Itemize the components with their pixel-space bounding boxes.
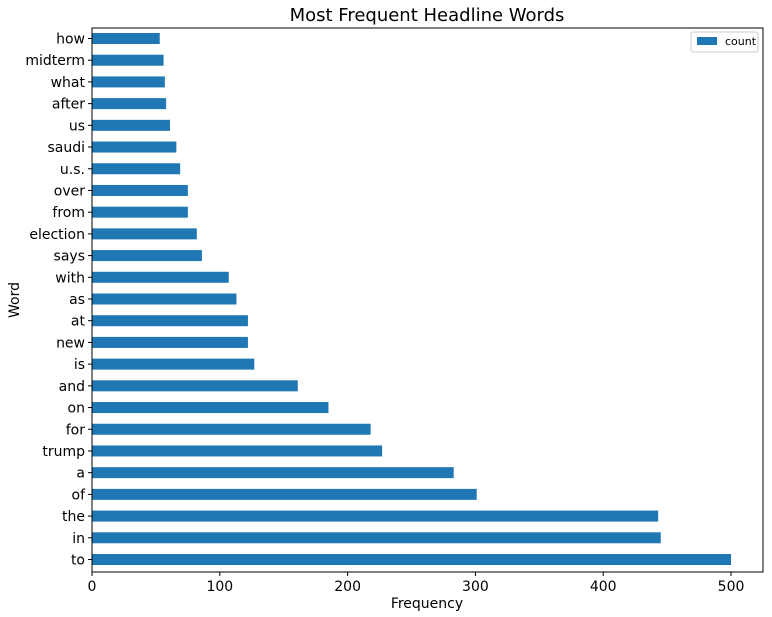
bar-election: [92, 228, 197, 240]
x-tick-label: 0: [88, 579, 97, 595]
y-tick-label: a: [76, 466, 85, 482]
bar-after: [92, 98, 167, 110]
bar-as: [92, 293, 237, 305]
y-axis-label: Word: [7, 282, 23, 318]
bar-says: [92, 250, 202, 262]
x-tick-label: 500: [718, 579, 745, 595]
y-tick-label: new: [56, 335, 85, 351]
bar-trump: [92, 445, 383, 457]
bar-on: [92, 402, 329, 414]
y-tick-label: is: [74, 357, 85, 373]
y-tick-label: the: [62, 509, 85, 525]
x-tick-label: 400: [590, 579, 617, 595]
y-tick-label: of: [72, 487, 87, 503]
y-tick-label: on: [68, 401, 85, 417]
bar-over: [92, 184, 188, 196]
bar-us: [92, 119, 170, 131]
y-tick-label: with: [55, 270, 85, 286]
y-tick-label: trump: [42, 444, 85, 460]
y-tick-label: saudi: [47, 140, 85, 156]
y-ticks-group: to in the of a trump for on and is new at as with says…: [25, 32, 92, 569]
y-tick-label: and: [59, 379, 85, 395]
y-tick-label: over: [54, 183, 85, 199]
x-tick-label: 100: [206, 579, 233, 595]
legend: count: [690, 31, 759, 53]
y-tick-label: what: [51, 75, 86, 91]
y-tick-label: as: [69, 292, 85, 308]
bar-to: [92, 554, 732, 565]
y-tick-label: midterm: [25, 53, 85, 69]
bar-at: [92, 315, 248, 327]
legend-label: count: [725, 35, 757, 48]
y-tick-label: says: [54, 249, 85, 265]
y-tick-label: u.s.: [60, 162, 85, 178]
y-tick-label: us: [69, 118, 85, 134]
bar-new: [92, 336, 248, 348]
bar-and: [92, 380, 298, 392]
x-tick-label: 300: [462, 579, 489, 595]
bar-what: [92, 76, 165, 88]
bar-is: [92, 358, 255, 370]
bar-the: [92, 510, 659, 522]
bar-in: [92, 532, 661, 544]
bar-u.s.: [92, 163, 181, 175]
bar-from: [92, 206, 188, 218]
bar-with: [92, 271, 229, 283]
y-tick-label: at: [71, 314, 86, 330]
y-tick-label: after: [52, 97, 85, 113]
x-axis-label: Frequency: [391, 596, 463, 612]
bar-for: [92, 423, 371, 435]
y-tick-label: in: [72, 531, 85, 547]
y-tick-label: election: [29, 227, 85, 243]
y-tick-label: from: [52, 205, 85, 221]
x-ticks-group: 0 100 200 300 400 500: [88, 572, 745, 595]
bars-group: [92, 33, 732, 565]
bar-of: [92, 488, 477, 500]
y-tick-label: for: [66, 422, 85, 438]
x-tick-label: 200: [334, 579, 361, 595]
chart-title: Most Frequent Headline Words: [290, 5, 565, 26]
plot-frame: [91, 27, 764, 573]
y-tick-label: how: [56, 32, 85, 48]
bar-midterm: [92, 54, 164, 66]
bar-saudi: [92, 141, 177, 153]
legend-swatch: [697, 37, 717, 45]
bar-how: [92, 33, 160, 44]
bar-a: [92, 467, 454, 479]
y-tick-label: to: [71, 553, 85, 569]
